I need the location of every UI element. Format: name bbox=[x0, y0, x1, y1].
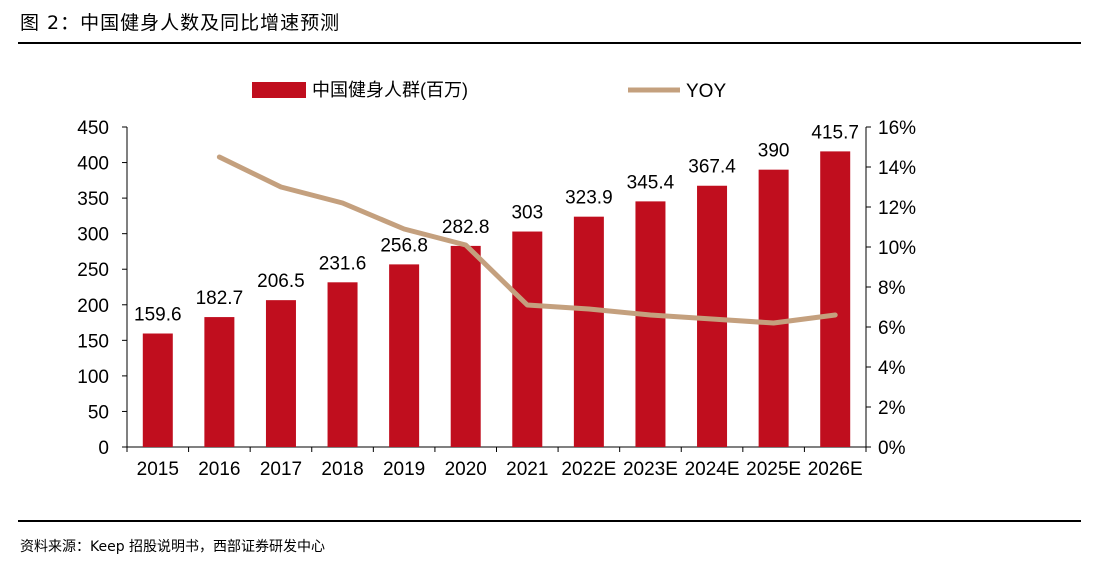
right-tick-label: 12% bbox=[878, 198, 916, 219]
legend-bar-swatch bbox=[252, 82, 306, 98]
right-tick-label: 4% bbox=[878, 358, 906, 379]
left-tick-label: 300 bbox=[77, 225, 109, 246]
x-tick-label: 2018 bbox=[321, 459, 363, 480]
x-tick-label: 2017 bbox=[260, 459, 302, 480]
figure-title: 图 2：中国健身人数及同比增速预测 bbox=[20, 12, 341, 34]
legend-line-label: YOY bbox=[686, 81, 726, 102]
bar-data-label: 182.7 bbox=[196, 288, 244, 309]
x-tick-label: 2016 bbox=[198, 459, 240, 480]
bar bbox=[573, 216, 604, 447]
bar-data-label: 256.8 bbox=[380, 235, 428, 256]
yoy-line bbox=[216, 154, 838, 326]
bars: 159.6 182.7 206.5 231.6 256.8 282.8 303 323.9 34… bbox=[134, 122, 859, 447]
x-tick-label: 2020 bbox=[445, 459, 487, 480]
bar bbox=[758, 169, 789, 447]
bar bbox=[512, 231, 543, 447]
left-tick-label: 350 bbox=[77, 189, 109, 210]
left-tick-label: 100 bbox=[77, 367, 109, 388]
x-tick-label: 2026E bbox=[808, 459, 863, 480]
left-tick-label: 150 bbox=[77, 331, 109, 352]
bar-data-label: 282.8 bbox=[442, 217, 490, 238]
right-tick-label: 14% bbox=[878, 158, 916, 179]
right-tick-label: 6% bbox=[878, 318, 906, 339]
bar bbox=[265, 300, 296, 447]
bar bbox=[820, 151, 851, 447]
top-rule bbox=[18, 42, 1081, 44]
x-tick-label: 2019 bbox=[383, 459, 425, 480]
bar-data-label: 206.5 bbox=[257, 271, 305, 292]
left-tick-label: 250 bbox=[77, 260, 109, 281]
bar-data-label: 159.6 bbox=[134, 305, 182, 326]
bar-data-label: 303 bbox=[511, 203, 543, 224]
left-tick-label: 50 bbox=[88, 402, 109, 423]
source-note: 资料来源：Keep 招股说明书，西部证券研发中心 bbox=[20, 539, 326, 555]
axes: 0 50 100 150 200 250 300 350 400 450 0% 2% 4% 6% 8% 10%… bbox=[77, 118, 916, 480]
x-tick-label: 2021 bbox=[506, 459, 548, 480]
bottom-rule bbox=[18, 520, 1081, 522]
x-tick-label: 2024E bbox=[685, 459, 740, 480]
bar-data-label: 345.4 bbox=[627, 172, 675, 193]
bar bbox=[450, 245, 481, 447]
left-tick-label: 450 bbox=[77, 118, 109, 139]
right-tick-label: 0% bbox=[878, 438, 906, 459]
bar bbox=[327, 282, 358, 447]
x-tick-label: 2025E bbox=[746, 459, 801, 480]
legend-bar-label: 中国健身人群(百万) bbox=[312, 80, 468, 100]
x-tick-label: 2022E bbox=[561, 459, 616, 480]
left-tick-label: 200 bbox=[77, 296, 109, 317]
bar bbox=[389, 264, 420, 447]
x-tick-label: 2015 bbox=[137, 459, 179, 480]
bar bbox=[142, 333, 173, 447]
right-tick-label: 10% bbox=[878, 238, 916, 259]
right-tick-label: 8% bbox=[878, 278, 906, 299]
legend: 中国健身人群(百万) YOY bbox=[252, 80, 726, 102]
bar-data-label: 367.4 bbox=[688, 157, 736, 178]
bar-data-label: 415.7 bbox=[811, 122, 859, 143]
right-tick-label: 2% bbox=[878, 398, 906, 419]
left-tick-label: 400 bbox=[77, 154, 109, 175]
bar bbox=[635, 201, 666, 447]
x-tick-label: 2023E bbox=[623, 459, 678, 480]
bar-data-label: 323.9 bbox=[565, 188, 613, 209]
right-tick-label: 16% bbox=[878, 118, 916, 139]
left-tick-label: 0 bbox=[98, 438, 109, 459]
bar-data-label: 231.6 bbox=[319, 253, 367, 274]
bar-data-label: 390 bbox=[758, 141, 790, 162]
bar bbox=[204, 317, 235, 447]
